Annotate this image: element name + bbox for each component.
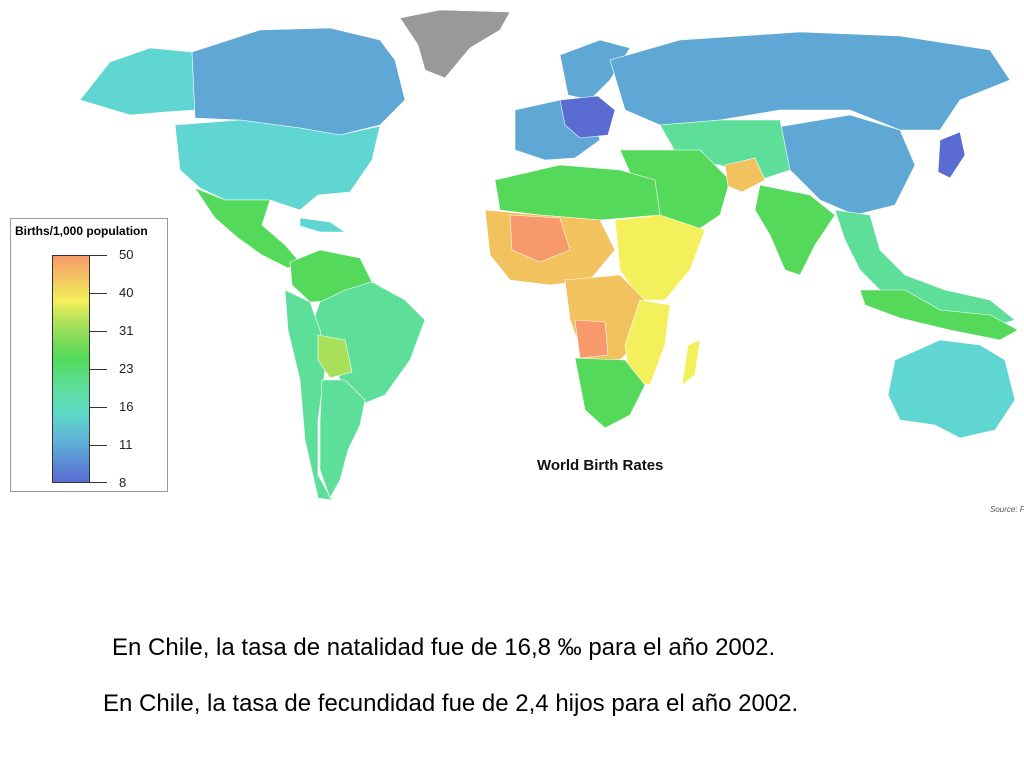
region-afghanistan: [724, 157, 766, 193]
map-title: World Birth Rates: [537, 457, 664, 474]
region-mozambique: [624, 299, 671, 386]
source-note: Source: F: [990, 505, 1024, 514]
legend: Births/1,000 population 50 40 31 23 16 1…: [10, 218, 168, 492]
legend-tick-label: 16: [119, 399, 134, 414]
region-canada: [191, 27, 406, 136]
region-central-europe: [559, 95, 616, 139]
legend-tick: [89, 482, 107, 483]
region-russia: [609, 31, 1011, 131]
legend-tick-label: 23: [119, 361, 134, 376]
region-greenland: [399, 9, 511, 79]
region-caribbean: [299, 217, 346, 233]
region-australia: [887, 339, 1016, 439]
legend-tick: [89, 293, 107, 294]
legend-tick: [89, 331, 107, 332]
region-indonesia: [859, 289, 1019, 341]
world-map: [79, 9, 1019, 501]
legend-tick-label: 8: [119, 475, 127, 490]
region-alaska: [79, 47, 196, 116]
legend-tick: [89, 445, 107, 446]
legend-tick-label: 40: [119, 285, 134, 300]
region-bolivia: [317, 334, 353, 379]
legend-tick-label: 11: [119, 437, 133, 452]
region-argentina: [319, 379, 366, 499]
caption-birth-rate: En Chile, la tasa de natalidad fue de 16…: [112, 634, 776, 661]
region-india: [754, 184, 836, 276]
region-southern-africa: [574, 357, 646, 429]
legend-tick-label: 31: [119, 323, 134, 338]
legend-tick: [89, 407, 107, 408]
region-china: [759, 114, 916, 216]
region-sahel: [509, 214, 571, 263]
region-madagascar: [681, 339, 701, 386]
legend-color-scale: [52, 255, 90, 483]
caption-fertility-rate: En Chile, la tasa de fecundidad fue de 2…: [103, 690, 799, 717]
legend-tick-label: 50: [119, 247, 134, 262]
legend-tick: [89, 369, 107, 370]
legend-title: Births/1,000 population: [15, 224, 148, 238]
region-japan: [937, 131, 966, 179]
region-east-africa: [614, 214, 706, 301]
region-usa: [174, 119, 381, 211]
legend-tick: [89, 255, 107, 256]
region-angola: [574, 319, 609, 359]
region-southeast-asia: [834, 209, 1016, 331]
region-scandinavia: [559, 39, 631, 101]
